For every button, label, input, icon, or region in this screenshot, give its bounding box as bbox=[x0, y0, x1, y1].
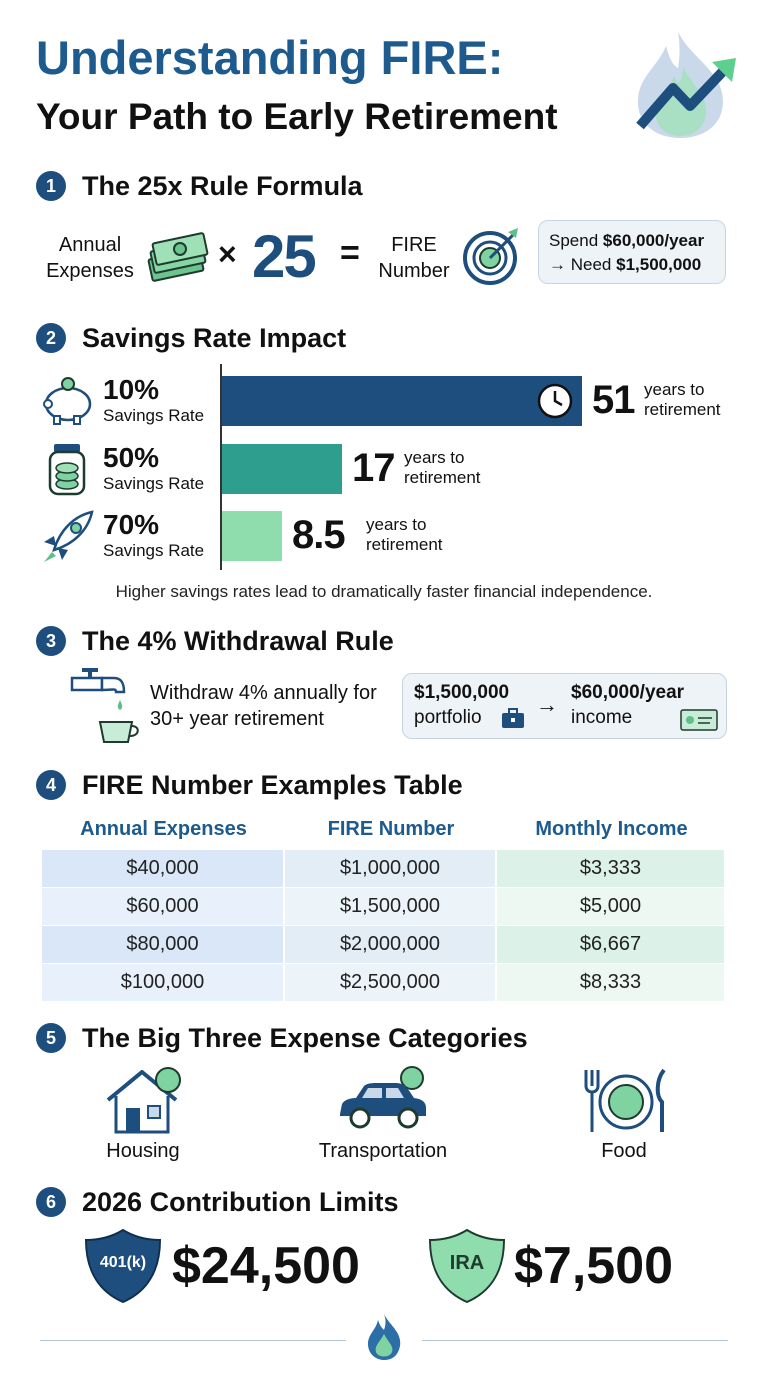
subtitle: Your Path to Early Retirement bbox=[36, 96, 558, 137]
years-unit: years to retirement bbox=[644, 380, 721, 419]
formula-label: Annual Expenses bbox=[46, 234, 134, 282]
badge-text: 401(k) bbox=[99, 1254, 147, 1271]
table-cell: $6,667 bbox=[497, 926, 724, 963]
savings-rate: 10% bbox=[103, 374, 160, 405]
table-cell: $8,333 bbox=[497, 964, 724, 1001]
note-line: Spend $60,000/year bbox=[549, 229, 725, 253]
years-value: 51 bbox=[592, 378, 635, 422]
section-number: 4 bbox=[36, 770, 66, 800]
cash-icon bbox=[680, 709, 718, 731]
table-cell: $5,000 bbox=[497, 888, 724, 925]
years-value: 8.5 bbox=[292, 513, 346, 557]
section-title: FIRE Number Examples Table bbox=[82, 769, 463, 800]
section-number: 6 bbox=[36, 1187, 66, 1217]
column-header: Annual Expenses bbox=[80, 818, 247, 840]
bar-axis bbox=[220, 364, 222, 570]
category-label: Housing bbox=[106, 1140, 180, 1162]
formula-result: FIRE Number bbox=[378, 234, 450, 282]
section-title: 2026 Contribution Limits bbox=[82, 1186, 399, 1217]
table-cell: $1,500,000 bbox=[285, 888, 495, 925]
income-value: $60,000/year bbox=[571, 682, 685, 703]
category-label: Transportation bbox=[318, 1140, 448, 1162]
section-title: The 4% Withdrawal Rule bbox=[82, 625, 394, 656]
clock-icon bbox=[537, 383, 573, 419]
section-number: 1 bbox=[36, 171, 66, 201]
note-value: $1,500,000 bbox=[616, 255, 702, 274]
withdrawal-text: Withdraw 4% annually for 30+ year retire… bbox=[150, 682, 377, 730]
section-title: The 25x Rule Formula bbox=[82, 170, 363, 201]
note-text: Spend bbox=[549, 231, 599, 250]
portfolio-value: $1,500,000 bbox=[414, 682, 510, 703]
savings-label: Savings Rate bbox=[103, 406, 205, 425]
savings-rate: 70% bbox=[103, 509, 160, 540]
example-note: Spend $60,000/year → Need $1,500,000 bbox=[538, 220, 726, 284]
bar bbox=[222, 376, 582, 426]
section-title: The Big Three Expense Categories bbox=[82, 1022, 528, 1053]
portfolio-label: portfolio bbox=[414, 707, 482, 728]
income-label: income bbox=[571, 707, 633, 728]
section-number: 5 bbox=[36, 1023, 66, 1053]
limit-amount: $7,500 bbox=[514, 1237, 674, 1295]
savings-label: Savings Rate bbox=[103, 473, 205, 493]
limit-amount: $24,500 bbox=[172, 1237, 360, 1295]
formula-multiplier: 25 bbox=[252, 223, 317, 290]
footer-flame bbox=[368, 1314, 401, 1360]
table-cell: $40,000 bbox=[42, 850, 283, 887]
house-icon bbox=[106, 1067, 181, 1134]
formula-operator: × bbox=[218, 236, 237, 272]
section-number: 3 bbox=[36, 626, 66, 656]
bar bbox=[222, 511, 282, 561]
years-value: 17 bbox=[352, 445, 395, 490]
years-unit: years to retirement bbox=[404, 447, 481, 487]
faucet-icon bbox=[70, 668, 139, 743]
target-icon bbox=[463, 228, 518, 285]
column-header: Monthly Income bbox=[535, 818, 688, 840]
table-cell: $80,000 bbox=[42, 926, 283, 963]
section-heading: 2 Savings Rate Impact bbox=[36, 322, 346, 354]
withdrawal-arrow: → bbox=[536, 692, 558, 717]
money-icon bbox=[147, 232, 209, 282]
years-unit: years to retirement bbox=[366, 515, 443, 554]
badge-text: IRA bbox=[449, 1252, 485, 1274]
note-text: → Need bbox=[549, 255, 612, 274]
briefcase-icon bbox=[502, 708, 524, 728]
rocket-icon bbox=[44, 510, 94, 562]
section-title: Savings Rate Impact bbox=[82, 322, 347, 353]
section-heading: 3 The 4% Withdrawal Rule bbox=[36, 625, 394, 657]
table-cell: $100,000 bbox=[42, 964, 283, 1001]
column-header: FIRE Number bbox=[327, 818, 455, 840]
category-label: Food bbox=[601, 1140, 647, 1162]
savings-label: Savings Rate bbox=[103, 541, 205, 560]
section-number: 2 bbox=[36, 323, 66, 353]
table-cell: $60,000 bbox=[42, 888, 283, 925]
bar bbox=[222, 443, 342, 494]
shield-ira bbox=[428, 1228, 506, 1304]
note-line: → Need $1,500,000 bbox=[549, 253, 725, 277]
table-cell: $2,500,000 bbox=[285, 964, 495, 1001]
footer-rule bbox=[422, 1340, 728, 1341]
section-heading: 4 FIRE Number Examples Table bbox=[36, 769, 463, 801]
title: Understanding FIRE: bbox=[36, 31, 504, 84]
footer-rule bbox=[40, 1340, 346, 1341]
section-heading: 6 2026 Contribution Limits bbox=[36, 1186, 399, 1218]
section-heading: 1 The 25x Rule Formula bbox=[36, 170, 363, 202]
withdrawal-box bbox=[402, 673, 727, 739]
savings-rate: 50% bbox=[103, 441, 160, 473]
jar-icon bbox=[48, 444, 86, 496]
note-value: $60,000/year bbox=[602, 231, 705, 250]
formula-equals: = bbox=[340, 234, 360, 272]
table-cell: $2,000,000 bbox=[285, 926, 495, 963]
section-heading: 5 The Big Three Expense Categories bbox=[36, 1022, 528, 1054]
table-cell: $1,000,000 bbox=[285, 850, 495, 887]
car-icon bbox=[340, 1066, 426, 1129]
food-icon bbox=[584, 1068, 666, 1132]
piggy-icon bbox=[43, 377, 92, 425]
fire-growth-icon bbox=[636, 31, 736, 138]
shield-401k bbox=[84, 1228, 162, 1304]
savings-note: Higher savings rates lead to dramaticall… bbox=[115, 582, 653, 601]
table-cell: $3,333 bbox=[497, 850, 724, 887]
